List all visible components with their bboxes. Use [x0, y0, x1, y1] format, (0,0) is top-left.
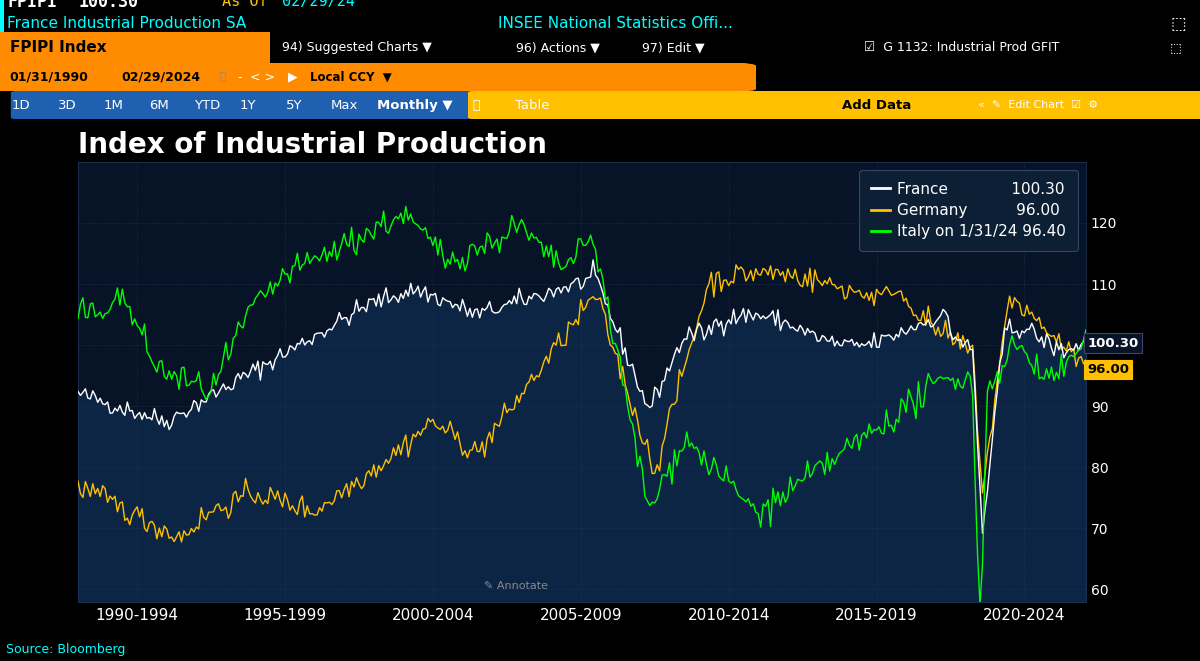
FancyBboxPatch shape — [0, 58, 574, 97]
Text: France Industrial Production SA: France Industrial Production SA — [7, 17, 246, 31]
Legend: France             100.30, Germany          96.00, Italy on 1/31/24 96.40: France 100.30, Germany 96.00, Italy on 1… — [859, 170, 1079, 251]
Text: «  ✎  Edit Chart  ☑  ⚙: « ✎ Edit Chart ☑ ⚙ — [978, 100, 1098, 110]
Text: FPIPI Index: FPIPI Index — [10, 40, 107, 55]
Text: 96) Actions ▼: 96) Actions ▼ — [516, 41, 600, 54]
Text: 3D: 3D — [58, 98, 77, 112]
Text: ✎ Annotate: ✎ Annotate — [485, 580, 548, 590]
Text: 97) Edit ▼: 97) Edit ▼ — [642, 41, 704, 54]
Text: 1D: 1D — [12, 98, 31, 112]
Text: FPIPI: FPIPI — [7, 0, 58, 11]
Bar — [0, 0, 4, 32]
FancyBboxPatch shape — [0, 58, 756, 97]
Text: 📈: 📈 — [473, 98, 480, 112]
Text: Max: Max — [331, 98, 359, 112]
Text: 1M: 1M — [103, 98, 124, 112]
Text: 96.00: 96.00 — [1087, 363, 1129, 376]
Text: As Of: As Of — [222, 0, 268, 9]
Text: 01/31/1990: 01/31/1990 — [10, 71, 89, 84]
Text: YTD: YTD — [194, 98, 221, 112]
Text: 02/29/2024: 02/29/2024 — [121, 71, 200, 84]
FancyBboxPatch shape — [0, 58, 462, 97]
Text: 6M: 6M — [149, 98, 168, 112]
Text: 100.30: 100.30 — [78, 0, 138, 11]
Text: Monthly ▼: Monthly ▼ — [377, 98, 452, 112]
Text: -: - — [234, 71, 242, 84]
Text: 100.30: 100.30 — [1087, 336, 1139, 350]
Text: Table: Table — [515, 98, 550, 112]
Text: ☑  G 1132: Industrial Prod GFIT: ☑ G 1132: Industrial Prod GFIT — [864, 41, 1060, 54]
Text: 1Y: 1Y — [240, 98, 257, 112]
Text: < >: < > — [250, 71, 275, 84]
Text: 02/29/24: 02/29/24 — [282, 0, 355, 9]
Text: Add Data: Add Data — [842, 98, 912, 112]
Text: ⬚: ⬚ — [1170, 15, 1186, 33]
FancyBboxPatch shape — [468, 84, 1200, 126]
Text: Local CCY  ▼: Local CCY ▼ — [310, 71, 391, 84]
Text: ⬚: ⬚ — [1170, 41, 1182, 54]
Text: Source: Bloomberg: Source: Bloomberg — [6, 642, 125, 656]
Text: INSEE National Statistics Offi...: INSEE National Statistics Offi... — [498, 17, 733, 31]
Text: Index of Industrial Production: Index of Industrial Production — [78, 131, 547, 159]
Text: ▶: ▶ — [288, 71, 298, 84]
FancyBboxPatch shape — [11, 84, 817, 126]
Bar — [0, 32, 270, 63]
Text: 94) Suggested Charts ▼: 94) Suggested Charts ▼ — [282, 41, 432, 54]
Text: 5Y: 5Y — [286, 98, 302, 112]
Text: 🗓: 🗓 — [220, 72, 227, 83]
